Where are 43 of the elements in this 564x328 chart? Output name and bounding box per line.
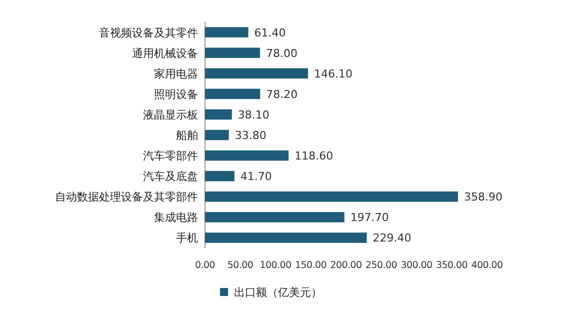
x-tick-label: 250.00 <box>366 260 398 271</box>
data-label: 61.40 <box>254 26 286 40</box>
x-tick-label: 50.00 <box>227 260 254 271</box>
data-label: 146.10 <box>314 67 352 80</box>
x-tick-label: 150.00 <box>295 260 327 271</box>
y-tick-label: 汽车零部件 <box>143 150 198 163</box>
x-tick-label: 400.00 <box>471 260 503 271</box>
bar <box>205 212 344 222</box>
bar <box>205 232 367 243</box>
data-label: 197.70 <box>350 211 389 224</box>
bar <box>205 150 289 161</box>
data-label: 33.80 <box>234 129 266 142</box>
bar <box>205 27 248 38</box>
bar <box>205 192 458 202</box>
data-label: 358.90 <box>464 190 503 204</box>
x-tick-label: 350.00 <box>436 260 468 271</box>
bar <box>205 130 229 140</box>
bar <box>205 48 260 58</box>
data-label: 41.70 <box>240 170 272 184</box>
y-tick-label: 通用机械设备 <box>132 46 198 60</box>
legend-label: 出口额（亿美元） <box>234 286 322 299</box>
y-tick-label: 照明设备 <box>154 88 198 101</box>
data-label: 78.00 <box>266 46 298 60</box>
x-tick-label: 200.00 <box>330 260 362 271</box>
y-tick-label: 自动数据处理设备及其零部件 <box>55 190 198 204</box>
y-tick-label: 家用电器 <box>154 67 198 80</box>
y-tick-label: 音视频设备及其零件 <box>99 26 198 40</box>
y-tick-label: 汽车及底盘 <box>143 170 198 184</box>
bar <box>205 170 234 182</box>
x-tick-label: 0.00 <box>195 260 216 271</box>
data-label: 229.40 <box>372 232 412 245</box>
y-tick-label: 集成电路 <box>154 211 198 224</box>
y-tick-label: 液晶显示板 <box>143 108 198 122</box>
y-tick-label: 船舶 <box>176 129 198 142</box>
bar <box>205 68 308 78</box>
data-label: 118.60 <box>294 150 334 163</box>
x-tick-label: 300.00 <box>400 260 432 271</box>
x-tick-label: 100.00 <box>260 260 292 271</box>
bar <box>205 109 232 120</box>
y-tick-label: 手机 <box>176 232 198 245</box>
bar <box>205 88 260 100</box>
data-label: 78.20 <box>266 88 298 101</box>
data-label: 38.10 <box>238 108 270 122</box>
